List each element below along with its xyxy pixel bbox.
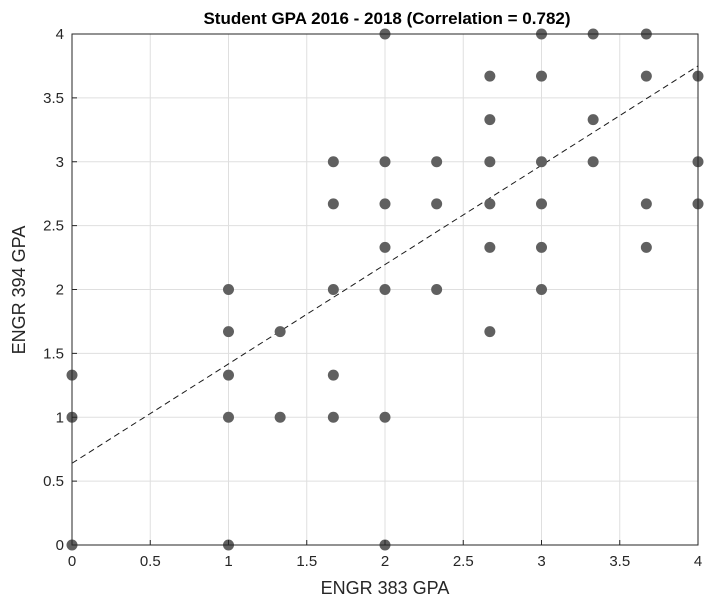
data-points [66, 28, 704, 551]
y-tick-label: 2.5 [43, 218, 64, 235]
x-tick-label: 2.5 [453, 553, 474, 570]
data-point [484, 70, 496, 82]
y-tick-label: 3.5 [43, 90, 64, 107]
data-point [274, 411, 286, 423]
data-point [536, 198, 547, 210]
trend-line [71, 65, 699, 464]
data-point [379, 284, 391, 295]
data-point [587, 114, 599, 126]
data-point [484, 198, 496, 210]
data-point [223, 326, 234, 338]
data-point [274, 326, 286, 338]
data-point [223, 284, 234, 295]
data-point [484, 114, 496, 126]
data-point [587, 156, 599, 168]
data-point [431, 198, 443, 210]
x-tick-label: 0.5 [140, 553, 161, 570]
y-tick-label: 0 [56, 537, 64, 554]
x-tick-label: 3.5 [609, 553, 630, 570]
x-tick-label: 2 [381, 553, 389, 570]
data-point [640, 198, 652, 210]
data-point [536, 241, 547, 253]
x-tick-label: 1.5 [296, 553, 317, 570]
data-point [431, 284, 443, 295]
data-point [536, 284, 547, 295]
x-tick-label: 1 [224, 553, 232, 570]
data-point [223, 411, 234, 423]
data-point [484, 326, 496, 338]
data-point [484, 241, 496, 253]
data-point [327, 284, 339, 295]
y-axis-ticks: 0 0.5 1 1.5 2 2.5 3 3.5 4 [43, 26, 77, 554]
data-point [327, 369, 339, 381]
data-point [431, 156, 443, 168]
y-tick-label: 1.5 [43, 345, 64, 362]
data-point [327, 198, 339, 210]
data-point [640, 70, 652, 82]
data-point [379, 241, 391, 253]
data-point [327, 156, 339, 168]
x-tick-label: 4 [694, 553, 702, 570]
data-point [379, 411, 391, 423]
data-point [379, 198, 391, 210]
x-axis-ticks: 0 0.5 1 1.5 2 2.5 3 3.5 4 [68, 540, 702, 570]
x-axis-label: ENGR 383 GPA [321, 578, 450, 598]
data-point [640, 241, 652, 253]
data-point [327, 411, 339, 423]
y-tick-label: 3 [56, 154, 64, 171]
data-point [223, 369, 234, 381]
data-point [379, 156, 391, 168]
y-tick-label: 1 [56, 409, 64, 426]
chart-title: Student GPA 2016 - 2018 (Correlation = 0… [203, 9, 570, 28]
y-tick-label: 4 [56, 26, 64, 43]
data-point [536, 156, 547, 168]
x-tick-label: 0 [68, 553, 76, 570]
data-point [484, 156, 496, 168]
data-point [536, 70, 547, 82]
y-tick-label: 0.5 [43, 473, 64, 490]
y-tick-label: 2 [56, 282, 64, 299]
x-tick-label: 3 [537, 553, 545, 570]
y-axis-label: ENGR 394 GPA [9, 226, 29, 355]
